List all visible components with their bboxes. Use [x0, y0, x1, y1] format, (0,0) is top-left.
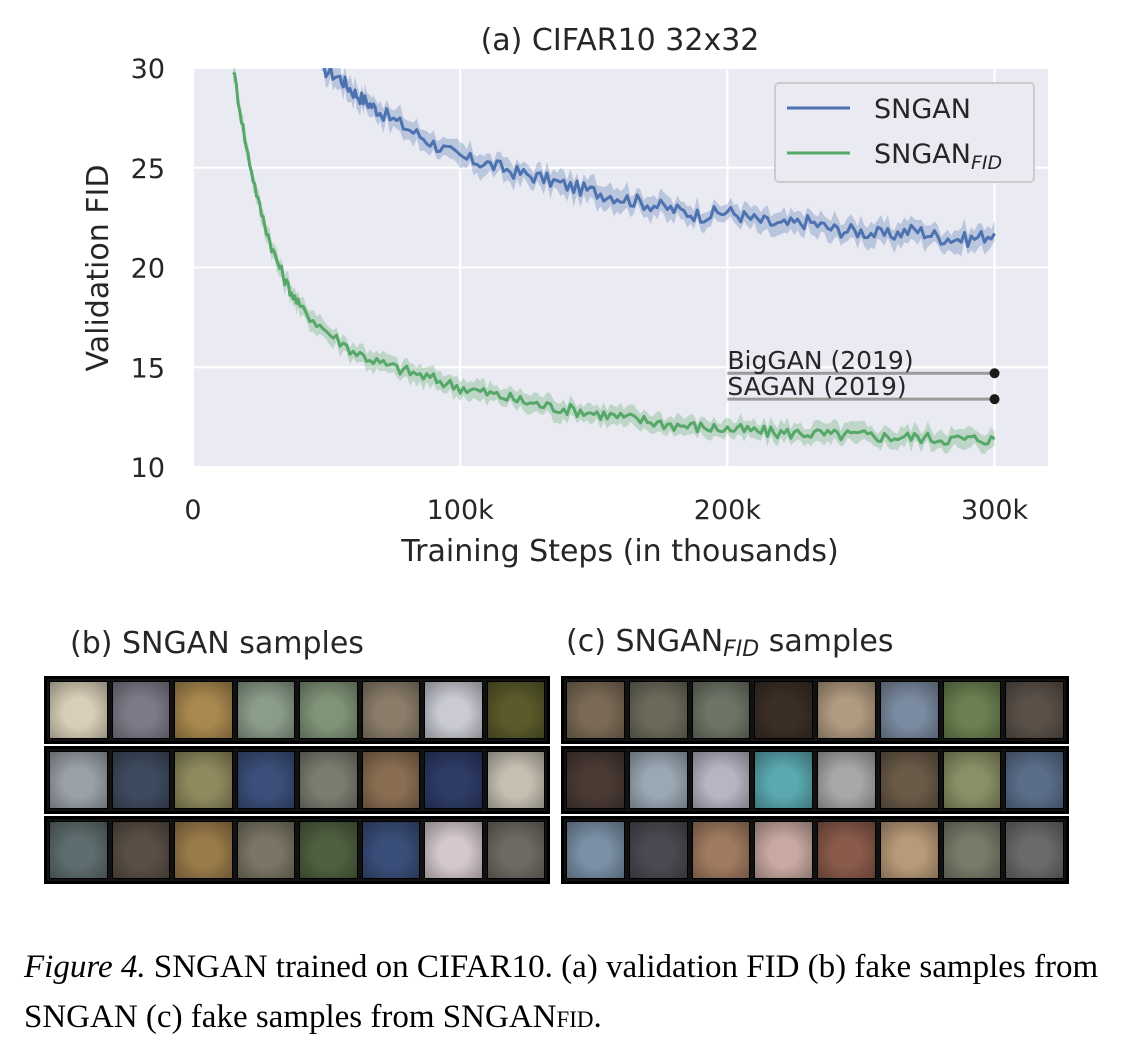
sample-thumbnail	[424, 751, 483, 809]
sample-thumbnail	[879, 751, 939, 809]
sample-thumbnail	[754, 751, 813, 809]
x-axis-label: Training Steps (in thousands)	[400, 534, 839, 569]
sample-thumbnail	[628, 821, 688, 879]
sngan-fid-sample-row	[561, 816, 1069, 884]
caption-end: .	[593, 999, 602, 1035]
sample-thumbnail	[111, 681, 170, 739]
x-tick-label: 0	[184, 495, 201, 526]
sample-thumbnail	[174, 821, 233, 879]
sample-thumbnail	[486, 821, 545, 879]
fid-line-chart: 0 100k 200k 300k 10 15 20 25 30 (a) CIFAR10 32x32…	[81, 23, 1048, 569]
reference-label: BigGAN (2019)	[727, 346, 913, 375]
sample-thumbnail	[424, 821, 483, 879]
sample-thumbnail	[49, 821, 108, 879]
y-tick-label: 20	[131, 254, 165, 285]
sample-thumbnail	[628, 751, 688, 809]
y-tick-label: 25	[131, 154, 165, 185]
reference-point	[989, 394, 1000, 405]
sample-thumbnail	[879, 681, 939, 739]
sample-thumbnail	[879, 821, 939, 879]
sample-thumbnail	[111, 821, 170, 879]
sample-thumbnail	[817, 681, 876, 739]
sample-thumbnail	[486, 751, 545, 809]
x-tick-label: 300k	[961, 495, 1029, 526]
sample-thumbnail	[754, 681, 813, 739]
sample-thumbnail	[817, 821, 876, 879]
sample-thumbnail	[361, 821, 420, 879]
sample-thumbnail	[174, 681, 233, 739]
x-tick-label: 200k	[694, 495, 762, 526]
panel-c-title-suffix: samples	[759, 624, 894, 659]
caption-subscript: FID	[556, 1007, 594, 1032]
legend-label-sngan: SNGAN	[874, 94, 971, 125]
sample-thumbnail	[236, 751, 295, 809]
series-line-0	[322, 68, 996, 249]
sample-thumbnail	[942, 751, 1002, 809]
sample-thumbnail	[49, 751, 108, 809]
sample-thumbnail	[942, 821, 1002, 879]
sngan-sample-row	[44, 676, 550, 744]
panel-b-title: (b) SNGAN samples	[70, 626, 364, 661]
sample-thumbnail	[691, 821, 751, 879]
plot-area	[232, 68, 996, 455]
sample-thumbnail	[628, 681, 688, 739]
panel-c-title-prefix: (c) SNGAN	[566, 624, 724, 659]
sngan-fid-sample-row	[561, 746, 1069, 814]
sample-thumbnail	[691, 681, 751, 739]
sngan-sample-row	[44, 746, 550, 814]
sample-thumbnail	[754, 821, 813, 879]
sample-thumbnail	[424, 681, 483, 739]
sngan-fid-sample-row	[561, 676, 1069, 744]
sample-thumbnail	[174, 751, 233, 809]
sample-thumbnail	[1005, 821, 1064, 879]
sample-thumbnail	[299, 821, 358, 879]
sample-thumbnail	[1005, 681, 1064, 739]
series-line-1	[232, 71, 996, 446]
figure-caption: Figure 4. SNGAN trained on CIFAR10. (a) …	[24, 942, 1104, 1045]
reference-point	[989, 368, 1000, 379]
sample-thumbnail	[942, 681, 1002, 739]
sample-thumbnail	[566, 821, 625, 879]
y-axis-label: Validation FID	[81, 165, 116, 372]
sample-thumbnail	[817, 751, 876, 809]
panel-c-title: (c) SNGANFID samples	[566, 624, 894, 662]
sample-thumbnail	[49, 681, 108, 739]
sample-thumbnail	[361, 751, 420, 809]
sample-thumbnail	[1005, 751, 1064, 809]
reference-label: SAGAN (2019)	[727, 372, 906, 401]
y-tick-label: 10	[131, 453, 165, 484]
sample-thumbnail	[361, 681, 420, 739]
sample-thumbnail	[299, 681, 358, 739]
sample-thumbnail	[236, 681, 295, 739]
y-tick-label: 30	[131, 54, 165, 85]
y-tick-label: 15	[131, 353, 165, 384]
sample-thumbnail	[566, 751, 625, 809]
caption-text: SNGAN trained on CIFAR10. (a) validation…	[24, 949, 1099, 1035]
sample-thumbnail	[236, 821, 295, 879]
sample-thumbnail	[486, 681, 545, 739]
chart-title: (a) CIFAR10 32x32	[481, 23, 760, 58]
sample-thumbnail	[691, 751, 751, 809]
panel-c-title-subscript: FID	[723, 637, 760, 662]
caption-label: Figure 4.	[24, 949, 146, 985]
x-tick-label: 100k	[427, 495, 495, 526]
sngan-sample-row	[44, 816, 550, 884]
sample-thumbnail	[566, 681, 625, 739]
sample-thumbnail	[299, 751, 358, 809]
sample-thumbnail	[111, 751, 170, 809]
legend-label-subscript: FID	[971, 152, 1002, 174]
